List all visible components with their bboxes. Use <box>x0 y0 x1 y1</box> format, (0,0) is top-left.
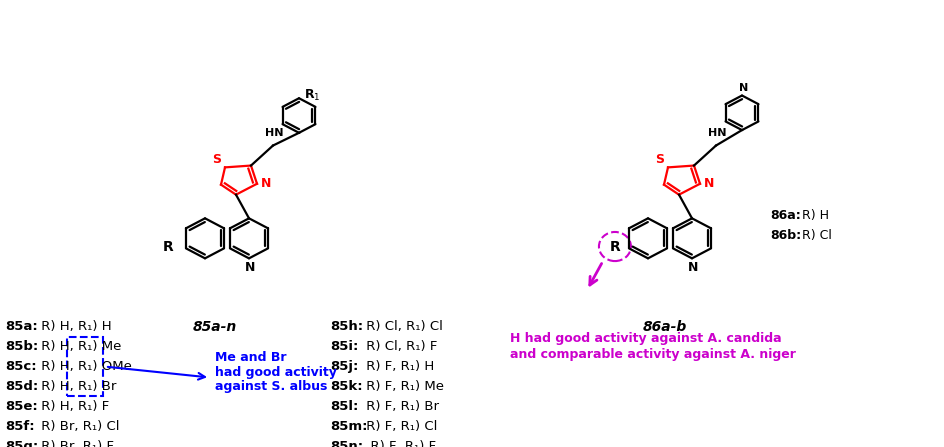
Text: R) H, R₁) Br: R) H, R₁) Br <box>37 380 116 393</box>
Text: R) Cl: R) Cl <box>801 229 831 242</box>
Text: N: N <box>687 261 698 274</box>
Text: N: N <box>738 83 748 93</box>
Text: against S. albus: against S. albus <box>215 380 327 393</box>
Text: 86b:: 86b: <box>769 229 801 242</box>
Text: S: S <box>211 152 221 165</box>
Text: 85b:: 85b: <box>5 340 38 353</box>
Text: 85c:: 85c: <box>5 360 37 373</box>
Text: HN: HN <box>264 128 283 138</box>
Text: 85i:: 85i: <box>329 340 358 353</box>
Text: R) Br, R₁) Cl: R) Br, R₁) Cl <box>37 420 119 433</box>
Text: R$_1$: R$_1$ <box>304 88 320 103</box>
Text: R: R <box>609 240 619 253</box>
Text: R) H, R₁) Me: R) H, R₁) Me <box>37 340 121 353</box>
Text: R) Cl, R₁) Cl: R) Cl, R₁) Cl <box>362 320 443 333</box>
Text: R) Cl, R₁) F: R) Cl, R₁) F <box>362 340 437 353</box>
Text: H had good activity against A. candida: H had good activity against A. candida <box>510 332 781 345</box>
Text: 85f:: 85f: <box>5 420 35 433</box>
Bar <box>67 337 103 396</box>
Text: 86a:: 86a: <box>769 209 800 222</box>
Text: 85h:: 85h: <box>329 320 362 333</box>
Text: 85a:: 85a: <box>5 320 38 333</box>
Text: Me and Br: Me and Br <box>215 351 286 364</box>
Text: R) F, R₁) F: R) F, R₁) F <box>362 440 436 447</box>
Text: R) F, R₁) H: R) F, R₁) H <box>362 360 434 373</box>
Text: 85m:: 85m: <box>329 420 367 433</box>
Text: 85n:: 85n: <box>329 440 362 447</box>
Text: R) H: R) H <box>801 209 828 222</box>
Text: R) H, R₁) OMe: R) H, R₁) OMe <box>37 360 132 373</box>
Text: 85a-n: 85a-n <box>193 320 237 334</box>
Text: 86a-b: 86a-b <box>642 320 686 334</box>
Text: R) F, R₁) Me: R) F, R₁) Me <box>362 380 444 393</box>
Text: R: R <box>163 240 174 253</box>
Text: N: N <box>244 261 255 274</box>
Text: N: N <box>703 177 714 190</box>
Text: 85l:: 85l: <box>329 400 358 413</box>
Text: 85d:: 85d: <box>5 380 38 393</box>
Text: 85g:: 85g: <box>5 440 38 447</box>
Text: R) Br, R₁) F: R) Br, R₁) F <box>37 440 114 447</box>
Text: N: N <box>261 177 271 190</box>
Text: R) H, R₁) F: R) H, R₁) F <box>37 400 110 413</box>
Text: and comparable activity against A. niger: and comparable activity against A. niger <box>510 348 795 361</box>
Text: R) F, R₁) Br: R) F, R₁) Br <box>362 400 439 413</box>
Text: R) F, R₁) Cl: R) F, R₁) Cl <box>362 420 437 433</box>
Text: 85j:: 85j: <box>329 360 358 373</box>
Text: 85e:: 85e: <box>5 400 38 413</box>
Text: R) H, R₁) H: R) H, R₁) H <box>37 320 111 333</box>
Text: HN: HN <box>707 128 726 138</box>
Text: 85k:: 85k: <box>329 380 362 393</box>
Text: S: S <box>654 152 664 165</box>
Text: had good activity: had good activity <box>215 366 336 379</box>
